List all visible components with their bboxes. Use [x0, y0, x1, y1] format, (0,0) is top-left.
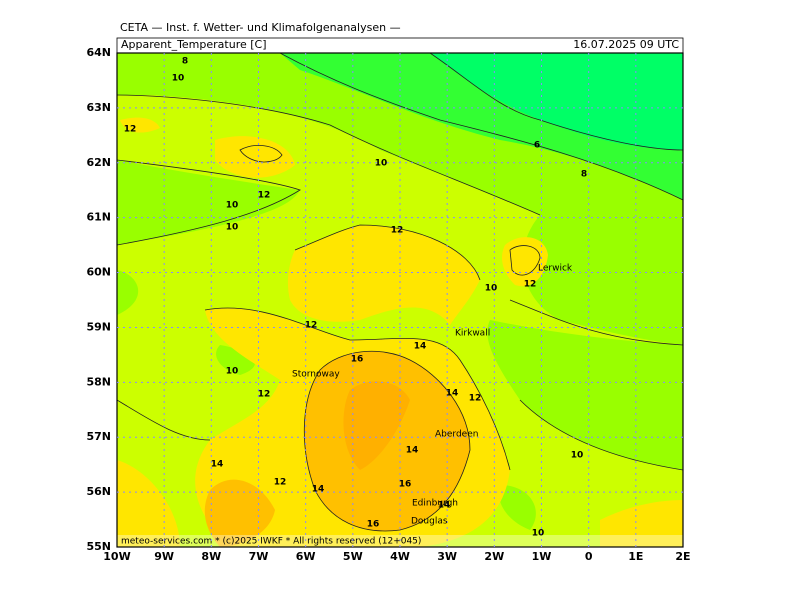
- x-tick-label: 2E: [675, 550, 690, 563]
- y-tick-label: 61N: [86, 211, 111, 224]
- y-tick-label: 63N: [86, 101, 111, 114]
- contour-label: 14: [438, 501, 451, 511]
- place-label: Kirkwall: [455, 329, 490, 339]
- place-label: Douglas: [411, 517, 448, 527]
- x-tick-label: 0: [585, 550, 593, 563]
- contour-label: 12: [258, 390, 271, 400]
- x-tick-label: 7W: [249, 550, 269, 563]
- contour-label: 6: [534, 141, 540, 151]
- contour-label: 14: [312, 485, 325, 495]
- place-label: Lerwick: [538, 264, 573, 274]
- contour-label: 10: [172, 74, 185, 84]
- contour-label: 10: [226, 223, 239, 233]
- contour-label: 10: [532, 529, 545, 539]
- contour-label: 10: [226, 367, 239, 377]
- contour-label: 14: [211, 460, 224, 470]
- x-tick-label: 6W: [296, 550, 316, 563]
- y-tick-label: 64N: [86, 46, 111, 59]
- x-tick-label: 1W: [532, 550, 552, 563]
- place-label: Aberdeen: [435, 430, 478, 440]
- contour-label: 12: [124, 125, 137, 135]
- contour-label: 12: [524, 280, 537, 290]
- x-tick-label: 4W: [390, 550, 410, 563]
- place-label: Edinburgh: [412, 499, 458, 509]
- x-tick-label: 9W: [154, 550, 174, 563]
- x-tick-label: 8W: [201, 550, 221, 563]
- y-tick-label: 55N: [86, 540, 111, 553]
- contour-label: 12: [469, 394, 482, 404]
- contour-label: 8: [182, 57, 188, 67]
- y-tick-label: 62N: [86, 156, 111, 169]
- contour-label: 14: [414, 342, 427, 352]
- contour-label: 10: [571, 451, 584, 461]
- y-tick-label: 60N: [86, 266, 111, 279]
- map-title: Apparent_Temperature [C]: [121, 38, 267, 51]
- header: CETA — Inst. f. Wetter- und Klimafolgena…: [120, 21, 401, 34]
- contour-label: 16: [351, 355, 364, 365]
- y-tick-label: 56N: [86, 485, 111, 498]
- x-tick-label: 3W: [437, 550, 457, 563]
- contour-label: 12: [258, 191, 271, 201]
- y-tick-label: 57N: [86, 430, 111, 443]
- contour-label: 12: [274, 478, 287, 488]
- y-tick-label: 59N: [86, 320, 111, 333]
- footer: meteo-services.com * (c)2025 IWKF * All …: [121, 537, 421, 547]
- valid-time: 16.07.2025 09 UTC: [573, 38, 679, 51]
- contour-label: 16: [367, 520, 380, 530]
- contour-label: 14: [446, 389, 459, 399]
- x-tick-label: 2W: [484, 550, 504, 563]
- contour-label: 12: [305, 321, 318, 331]
- place-label: Stornoway: [292, 370, 340, 380]
- x-tick-label: 10W: [103, 550, 130, 563]
- x-tick-label: 1E: [628, 550, 643, 563]
- contour-label: 10: [375, 159, 388, 169]
- contour-label: 10: [485, 284, 498, 294]
- contour-label: 12: [391, 226, 404, 236]
- contour-label: 10: [226, 201, 239, 211]
- y-tick-label: 58N: [86, 375, 111, 388]
- x-tick-label: 5W: [343, 550, 363, 563]
- contour-label: 8: [581, 170, 587, 180]
- contour-label: 14: [406, 446, 419, 456]
- contour-label: 16: [399, 480, 412, 490]
